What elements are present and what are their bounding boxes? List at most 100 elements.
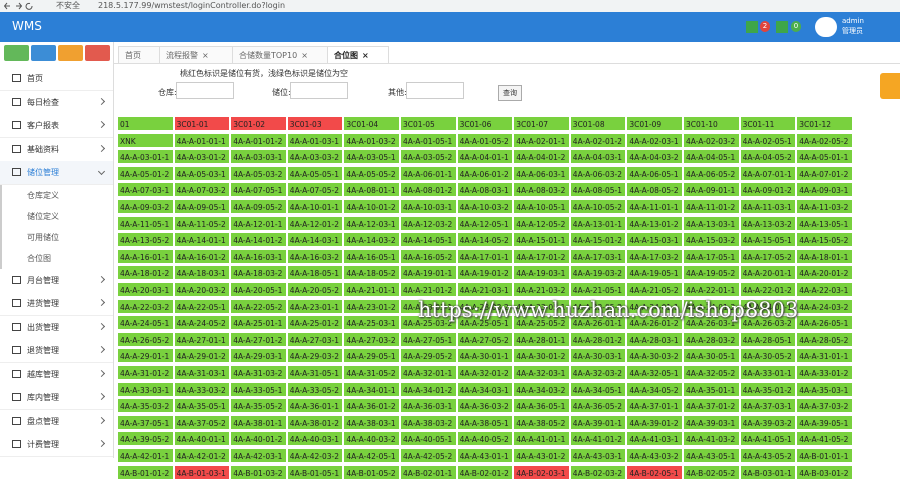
- location-cell[interactable]: 4A-A-30-05-1: [683, 348, 740, 364]
- location-cell[interactable]: 4A-A-17-01-2: [513, 248, 570, 264]
- tab[interactable]: 首页: [118, 46, 160, 64]
- menu-item[interactable]: 客户报表: [0, 114, 113, 138]
- location-cell[interactable]: 4A-A-42-03-1: [230, 448, 287, 463]
- location-cell[interactable]: 4A-A-19-01-1: [400, 265, 457, 281]
- location-cell[interactable]: 4A-A-11-01-1: [626, 199, 683, 214]
- location-cell[interactable]: 4A-A-26-03-2: [739, 315, 797, 331]
- location-cell[interactable]: 4A-A-20-01-1: [739, 265, 797, 281]
- location-cell[interactable]: 4A-A-31-03-2: [230, 365, 287, 380]
- location-cell[interactable]: 4A-A-28-03-2: [683, 331, 740, 347]
- location-cell[interactable]: 4A-A-17-05-2: [739, 248, 797, 264]
- location-cell[interactable]: 4A-A-28-05-2: [796, 331, 853, 347]
- location-cell[interactable]: 4A-A-18-05-2: [343, 265, 400, 281]
- location-cell[interactable]: 4A-A-40-01-1: [173, 431, 231, 447]
- location-cell[interactable]: 4A-A-01-01-1: [173, 132, 231, 148]
- location-cell[interactable]: 4A-A-10-03-2: [456, 199, 514, 214]
- location-cell[interactable]: XNK: [117, 132, 174, 148]
- location-cell[interactable]: 4A-A-02-05-1: [739, 132, 797, 148]
- location-cell[interactable]: 4A-A-05-05-1: [286, 165, 344, 181]
- location-cell[interactable]: 4A-A-03-03-2: [286, 149, 344, 165]
- location-cell[interactable]: 4A-A-28-01-2: [569, 331, 627, 347]
- location-cell[interactable]: 4A-A-35-03-1: [796, 381, 853, 397]
- location-cell[interactable]: 4A-A-12-05-2: [513, 215, 570, 231]
- location-cell[interactable]: 4A-A-15-05-2: [796, 232, 853, 248]
- message-icon[interactable]: [776, 21, 788, 33]
- settings-toggle[interactable]: [880, 73, 900, 99]
- location-cell[interactable]: 4A-A-04-05-2: [739, 149, 797, 165]
- location-cell[interactable]: 4A-A-41-03-1: [626, 431, 683, 447]
- grid-header-cell[interactable]: 3C01-04: [343, 116, 400, 131]
- location-cell[interactable]: 4A-A-20-03-2: [173, 282, 231, 297]
- location-cell[interactable]: 4A-A-11-03-2: [796, 199, 853, 214]
- location-cell[interactable]: 4A-A-01-05-2: [456, 132, 514, 148]
- location-cell[interactable]: 4A-A-08-05-1: [569, 182, 627, 198]
- location-cell[interactable]: 4A-A-28-03-1: [626, 331, 683, 347]
- location-cell[interactable]: 4A-A-12-01-1: [230, 215, 287, 231]
- location-cell[interactable]: 4A-A-20-03-1: [117, 282, 174, 297]
- quick-button[interactable]: [85, 45, 110, 61]
- location-cell[interactable]: 4A-A-09-01-1: [683, 182, 740, 198]
- location-cell[interactable]: 4A-A-40-03-1: [286, 431, 344, 447]
- location-cell[interactable]: 4A-B-02-01-2: [456, 464, 514, 480]
- location-cell[interactable]: 4A-A-06-01-1: [400, 165, 457, 181]
- location-cell[interactable]: 4A-B-01-05-2: [343, 464, 400, 480]
- alert-icon[interactable]: [746, 21, 758, 33]
- menu-item[interactable]: 退货管理: [0, 339, 113, 363]
- location-cell[interactable]: 4A-A-18-05-1: [286, 265, 344, 281]
- quick-button[interactable]: [31, 45, 56, 61]
- location-cell[interactable]: 4A-A-05-03-1: [173, 165, 231, 181]
- location-cell[interactable]: 4A-A-10-05-1: [513, 199, 570, 214]
- location-cell[interactable]: 4A-A-38-03-1: [343, 414, 400, 430]
- location-cell[interactable]: 4A-A-34-01-1: [343, 381, 400, 397]
- location-cell[interactable]: 4A-A-39-05-2: [117, 431, 174, 447]
- grid-header-cell[interactable]: 3C01-03: [286, 116, 344, 131]
- menu-item[interactable]: 进货管理: [0, 292, 113, 316]
- location-cell[interactable]: 4A-A-04-05-1: [683, 149, 740, 165]
- location-cell[interactable]: 4A-A-35-05-2: [230, 398, 287, 414]
- location-cell[interactable]: 4A-A-30-03-1: [569, 348, 627, 364]
- location-cell[interactable]: 4A-A-15-03-1: [626, 232, 683, 248]
- location-cell[interactable]: 4A-A-23-05-2: [569, 298, 627, 314]
- location-cell[interactable]: 4A-A-07-01-2: [796, 165, 853, 181]
- location-cell[interactable]: 4A-A-12-03-1: [343, 215, 400, 231]
- location-cell[interactable]: 4A-A-03-05-1: [343, 149, 400, 165]
- location-cell[interactable]: 4A-A-15-05-1: [739, 232, 797, 248]
- location-cell[interactable]: 4A-A-39-01-2: [626, 414, 683, 430]
- location-cell[interactable]: 4A-A-11-03-1: [739, 199, 797, 214]
- location-cell[interactable]: 4A-A-05-05-2: [343, 165, 400, 181]
- location-cell[interactable]: 4A-A-13-01-2: [626, 215, 683, 231]
- location-cell[interactable]: 4A-A-09-03-2: [117, 199, 174, 214]
- location-cell[interactable]: 4A-B-03-01-2: [796, 464, 853, 480]
- location-cell[interactable]: 4A-A-32-03-2: [569, 365, 627, 380]
- location-cell[interactable]: 4A-A-22-03-2: [117, 298, 174, 314]
- location-cell[interactable]: 4A-A-36-03-1: [400, 398, 457, 414]
- location-cell[interactable]: 4A-A-43-03-2: [626, 448, 683, 463]
- location-cell[interactable]: 4A-A-12-01-2: [286, 215, 344, 231]
- location-cell[interactable]: 4A-A-36-05-2: [569, 398, 627, 414]
- search-button[interactable]: 查询: [498, 85, 522, 101]
- location-cell[interactable]: 4A-A-23-01-2: [343, 298, 400, 314]
- location-cell[interactable]: 4A-A-22-03-1: [796, 282, 853, 297]
- location-cell[interactable]: 4A-A-40-05-1: [400, 431, 457, 447]
- location-cell[interactable]: 4A-A-40-01-2: [230, 431, 287, 447]
- location-cell[interactable]: 4A-B-01-03-2: [230, 464, 287, 480]
- location-cell[interactable]: 4A-A-27-03-2: [343, 331, 400, 347]
- tab-close[interactable]: ×: [202, 51, 209, 60]
- location-cell[interactable]: 4A-B-02-03-1: [513, 464, 570, 480]
- location-cell[interactable]: 4A-A-07-03-1: [117, 182, 174, 198]
- grid-header-cell[interactable]: 3C01-08: [569, 116, 627, 131]
- location-cell[interactable]: 4A-A-21-05-1: [569, 282, 627, 297]
- location-cell[interactable]: 4A-A-19-03-2: [569, 265, 627, 281]
- app-title[interactable]: WMS: [12, 19, 42, 33]
- location-cell[interactable]: 4A-A-14-05-1: [400, 232, 457, 248]
- location-cell[interactable]: 4A-A-01-03-1: [286, 132, 344, 148]
- location-cell[interactable]: 4A-A-10-01-1: [286, 199, 344, 214]
- location-cell[interactable]: 4A-A-14-05-2: [456, 232, 514, 248]
- menu-item[interactable]: 基础资料: [0, 137, 113, 162]
- location-cell[interactable]: 4A-A-33-01-2: [796, 365, 853, 380]
- tab-close[interactable]: ×: [301, 51, 308, 60]
- location-cell[interactable]: 4A-A-39-01-1: [569, 414, 627, 430]
- location-cell[interactable]: 4A-A-24-03-1: [739, 298, 797, 314]
- location-cell[interactable]: 4A-A-07-05-1: [230, 182, 287, 198]
- filter-input[interactable]: [176, 82, 234, 99]
